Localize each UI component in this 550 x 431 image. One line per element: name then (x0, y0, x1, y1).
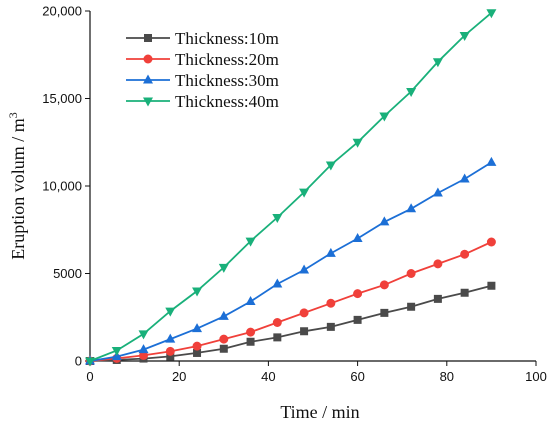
data-point (459, 32, 470, 41)
series-3 (85, 156, 497, 365)
data-point (353, 289, 363, 299)
y-tick-label: 5000 (53, 266, 82, 281)
data-point (380, 308, 389, 317)
legend-label: Thickness:20m (175, 50, 279, 69)
x-axis-title: Time / min (280, 402, 359, 422)
data-point (192, 287, 203, 297)
x-tick-label: 60 (350, 369, 364, 384)
legend-label: Thickness:10m (175, 29, 279, 48)
data-point (299, 264, 310, 274)
data-point (406, 88, 417, 97)
ticks: 0 20 40 60 80 100 0 5000 10,000 15,000 20,000 (42, 4, 547, 385)
legend-entry: Thickness:30m (126, 71, 279, 90)
data-point (433, 294, 442, 303)
y-axis-title: Eruption volum / m3 (6, 112, 28, 260)
data-point (432, 58, 443, 68)
data-point (273, 333, 282, 342)
series-layer (85, 9, 497, 367)
data-point (486, 156, 497, 166)
legend-label: Thickness:40m (175, 92, 279, 111)
data-point (218, 263, 229, 273)
legend-label: Thickness:30m (175, 71, 279, 90)
y-axis-title-main: Eruption volum / m (8, 118, 28, 260)
data-point (272, 214, 283, 223)
data-point (272, 318, 282, 327)
legend-entry: Thickness:40m (126, 92, 279, 111)
series-4 (85, 9, 497, 367)
data-point (246, 337, 255, 346)
data-point (245, 296, 256, 305)
x-tick-label: 0 (86, 369, 93, 384)
data-point (325, 247, 336, 257)
data-point (138, 344, 149, 354)
data-point (379, 216, 390, 226)
y-tick-label: 0 (75, 354, 82, 369)
series-line (89, 161, 492, 362)
data-point (300, 327, 309, 336)
y-tick-label: 15,000 (42, 91, 82, 106)
data-point (218, 310, 229, 320)
axes (89, 11, 536, 362)
data-point (353, 315, 362, 324)
data-point (245, 237, 256, 247)
series-line (89, 284, 492, 362)
data-point (433, 259, 443, 269)
data-point (326, 298, 336, 308)
data-point (299, 188, 310, 198)
data-point (192, 323, 203, 333)
legend-marker (143, 74, 153, 84)
legend-marker (143, 97, 153, 107)
data-point (85, 357, 95, 367)
data-point (246, 327, 256, 337)
legend-entry: Thickness:10m (126, 29, 279, 48)
data-point (272, 278, 283, 288)
data-point (407, 302, 416, 311)
y-tick-label: 20,000 (42, 4, 82, 19)
data-point (111, 347, 122, 356)
data-point (326, 322, 335, 331)
data-point (406, 269, 416, 278)
data-point (138, 330, 149, 340)
data-point (325, 161, 336, 171)
legend-marker (143, 54, 153, 64)
data-point (139, 350, 149, 360)
series-line (89, 241, 492, 362)
data-point (352, 233, 363, 242)
data-point (486, 237, 496, 247)
x-tick-label: 80 (440, 369, 454, 384)
x-tick-label: 100 (525, 369, 547, 384)
data-point (165, 346, 175, 356)
data-point (487, 281, 496, 290)
legend: Thickness:10m Thickness:20m Thickness:30m T… (126, 29, 279, 111)
data-point (165, 307, 176, 317)
data-point (406, 203, 417, 213)
x-tick-label: 40 (261, 369, 275, 384)
y-axis-title-superscript: 3 (6, 112, 20, 118)
data-point (165, 333, 176, 343)
legend-entry: Thickness:20m (126, 50, 279, 69)
legend-marker (144, 34, 152, 42)
data-point (299, 308, 309, 318)
data-point (166, 352, 175, 361)
data-point (460, 288, 469, 297)
y-tick-label: 10,000 (42, 179, 82, 194)
data-point (379, 280, 389, 290)
data-point (486, 9, 497, 19)
data-point (459, 173, 470, 183)
data-point (432, 187, 443, 197)
x-tick-label: 20 (172, 369, 186, 384)
data-point (379, 112, 390, 122)
data-point (460, 249, 470, 259)
data-point (352, 138, 363, 148)
data-point (192, 341, 202, 351)
data-point (219, 344, 228, 353)
data-point (193, 348, 202, 357)
data-point (219, 334, 229, 344)
series-line (89, 12, 492, 362)
